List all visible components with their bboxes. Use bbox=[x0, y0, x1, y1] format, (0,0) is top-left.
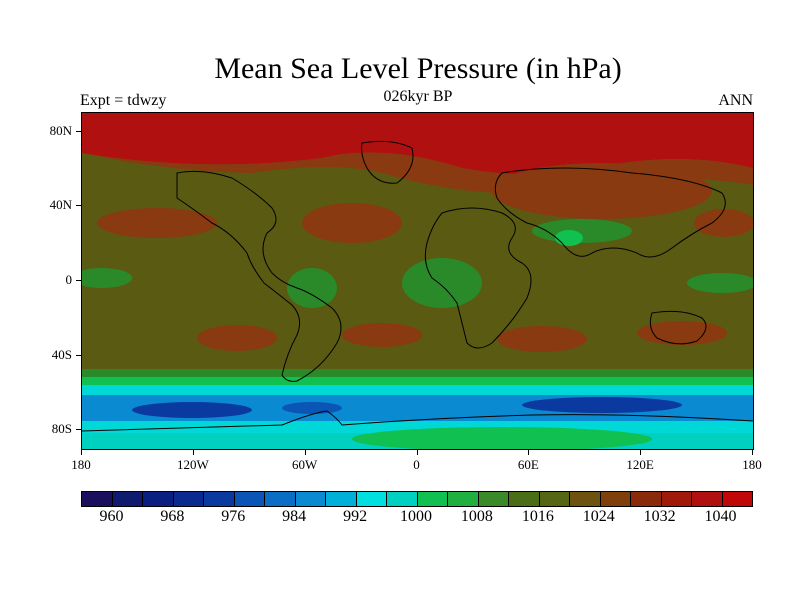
lon-tick bbox=[192, 450, 194, 455]
subpolar-green-band bbox=[82, 369, 753, 377]
colorbar-tick-label: 1024 bbox=[582, 508, 615, 525]
colorbar-swatch bbox=[143, 492, 174, 506]
lon-tick-label: 0 bbox=[413, 457, 420, 472]
lon-tick bbox=[528, 450, 530, 455]
south-atlantic-high bbox=[342, 323, 422, 347]
africa-coast bbox=[424, 207, 532, 349]
colorbar-tick-label: 1032 bbox=[643, 508, 676, 525]
colorbar-tick-label: 984 bbox=[282, 508, 307, 525]
antarctica-coast bbox=[82, 410, 753, 432]
australia-coast bbox=[649, 310, 707, 345]
lon-tick-label: 120W bbox=[176, 457, 209, 472]
lat-tick bbox=[76, 205, 81, 207]
lat-tick bbox=[76, 429, 81, 431]
colorbar-swatch bbox=[204, 492, 235, 506]
season-label: ANN bbox=[718, 92, 753, 109]
pressure-field bbox=[82, 113, 753, 449]
lon-tick bbox=[752, 450, 753, 455]
colorbar-tick-label: 960 bbox=[99, 508, 124, 525]
tibet-low bbox=[555, 230, 583, 246]
trough-core-2 bbox=[282, 402, 342, 414]
colorbar-tick-label: 1008 bbox=[460, 508, 493, 525]
lat-tick bbox=[76, 130, 81, 132]
lon-tick bbox=[416, 450, 418, 455]
coastlines bbox=[82, 140, 753, 432]
antarctic-high bbox=[352, 427, 652, 449]
colorbar-tick-label: 1040 bbox=[704, 508, 737, 525]
amazon-low bbox=[287, 268, 337, 308]
colorbar-swatch bbox=[265, 492, 296, 506]
indian-ocean-high bbox=[497, 326, 587, 352]
colorbar-tick-label: 1016 bbox=[521, 508, 554, 525]
colorbar-swatch bbox=[478, 492, 509, 506]
colorbar-swatch bbox=[722, 492, 752, 506]
colorbar-swatch bbox=[82, 492, 113, 506]
colorbar-swatch bbox=[448, 492, 479, 506]
colorbar-swatch bbox=[295, 492, 326, 506]
pacific-low-1 bbox=[82, 268, 132, 288]
pressure-map bbox=[81, 112, 754, 450]
colorbar-swatch bbox=[692, 492, 723, 506]
time-label: 026kyr BP bbox=[383, 88, 453, 105]
experiment-label: Expt = tdwzy bbox=[80, 92, 167, 109]
colorbar-swatch bbox=[112, 492, 143, 506]
colorbar-swatch bbox=[417, 492, 448, 506]
colorbar-tick-label: 992 bbox=[343, 508, 368, 525]
arctic-high-band bbox=[82, 113, 753, 153]
lon-tick-label: 60W bbox=[292, 457, 318, 472]
africa-low bbox=[402, 258, 482, 308]
americas-coast bbox=[176, 170, 342, 382]
pacific-high-west bbox=[694, 209, 753, 237]
south-pacific-high bbox=[197, 325, 277, 351]
trough-core-1 bbox=[132, 402, 252, 418]
lon-tick-label: 120E bbox=[626, 457, 654, 472]
lat-tick bbox=[76, 354, 81, 356]
subpolar-bright-band bbox=[82, 377, 753, 385]
colorbar-swatch bbox=[631, 492, 662, 506]
colorbar-swatch bbox=[387, 492, 418, 506]
greenland-coast bbox=[361, 140, 414, 184]
lon-tick bbox=[640, 450, 642, 455]
lon-tick-label: 180 bbox=[742, 457, 762, 472]
siberian-high bbox=[492, 163, 712, 219]
colorbar-swatch bbox=[509, 492, 540, 506]
lon-tick-label: 180 bbox=[71, 457, 91, 472]
lon-tick bbox=[304, 450, 306, 455]
eurasia-coast bbox=[494, 167, 726, 258]
lat-tick bbox=[76, 280, 81, 281]
colorbar-swatch bbox=[600, 492, 631, 506]
lat-tick-label: 40N bbox=[49, 197, 72, 213]
lat-tick-label: 40S bbox=[51, 346, 72, 362]
lon-tick bbox=[81, 450, 82, 455]
map-title: Mean Sea Level Pressure (in hPa) bbox=[214, 52, 622, 85]
lat-tick-label: 80N bbox=[49, 122, 72, 138]
subpolar-cyan-band bbox=[82, 385, 753, 395]
pacific-high-north bbox=[97, 208, 217, 238]
pacific-low-2 bbox=[687, 273, 753, 293]
trough-core-3 bbox=[522, 397, 682, 413]
colorbar-swatch bbox=[539, 492, 570, 506]
colorbar-swatch bbox=[234, 492, 265, 506]
lon-tick-label: 60E bbox=[517, 457, 539, 472]
colorbar-swatch bbox=[326, 492, 357, 506]
colorbar-swatch bbox=[570, 492, 601, 506]
colorbar-swatch bbox=[173, 492, 204, 506]
colorbar-swatch bbox=[661, 492, 692, 506]
colorbar-tick-label: 968 bbox=[160, 508, 185, 525]
pressure-colorbar bbox=[81, 491, 753, 507]
lat-tick-label: 80S bbox=[51, 421, 72, 437]
colorbar-tick-label: 1000 bbox=[400, 508, 432, 525]
colorbar-tick-label: 976 bbox=[221, 508, 246, 525]
azores-high bbox=[302, 203, 402, 243]
lat-tick-label: 0 bbox=[65, 272, 73, 287]
colorbar-swatch bbox=[356, 492, 387, 506]
